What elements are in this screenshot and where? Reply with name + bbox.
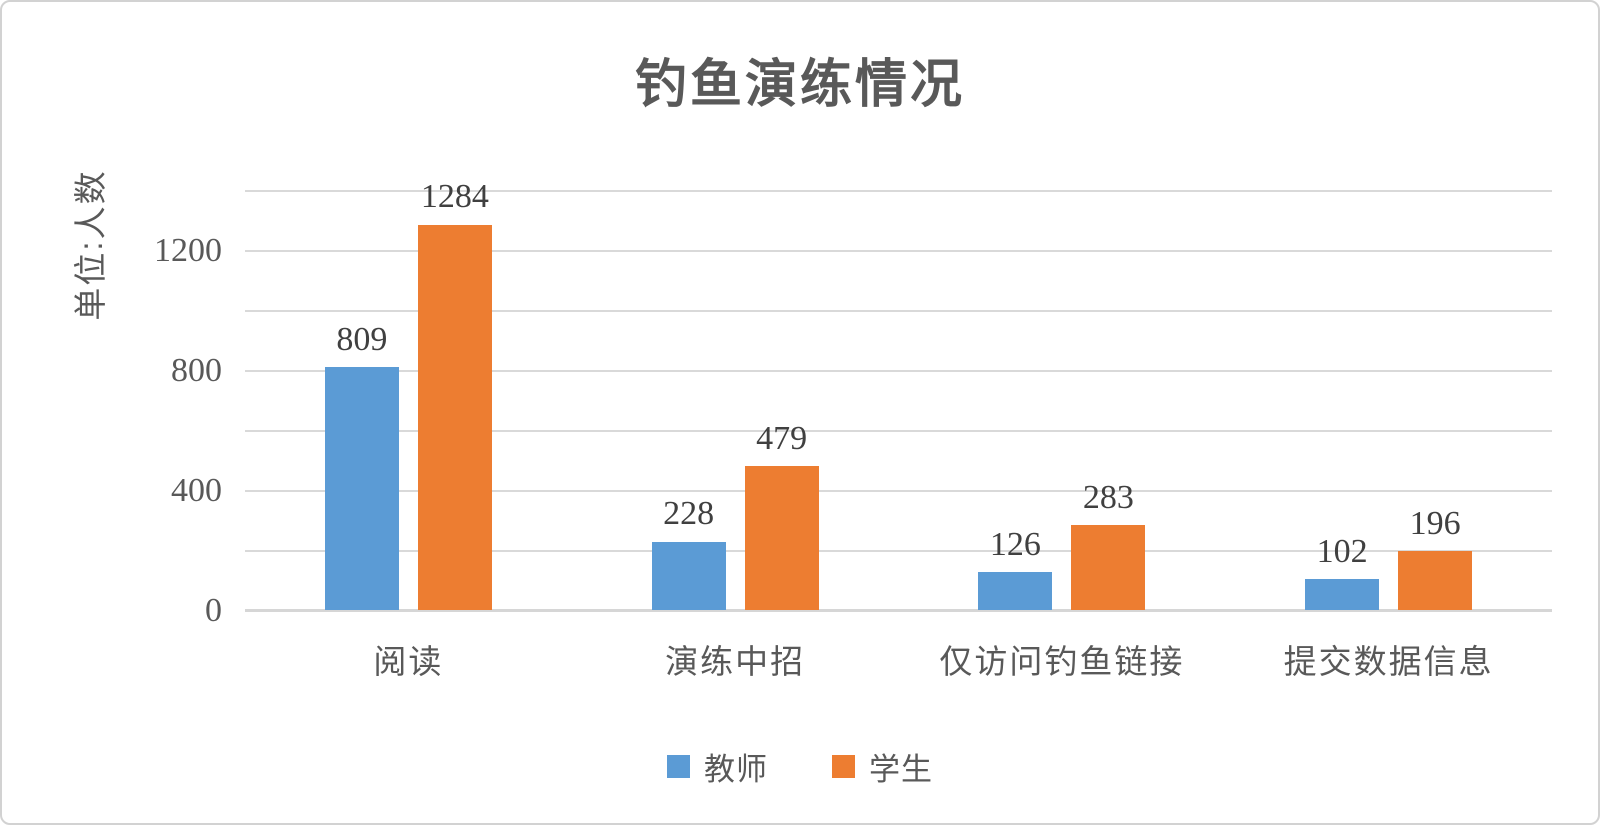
gridline: [245, 250, 1552, 252]
legend-swatch-icon: [832, 755, 855, 778]
category-label: 演练中招: [665, 643, 806, 680]
legend-label: 学生: [869, 752, 933, 787]
gridline: [245, 190, 1552, 192]
legend-item-0: 教师: [667, 744, 768, 789]
plot-area: 809 228 126 102 1284 479 283 196: [245, 178, 1552, 612]
bar-s0-c2: [978, 572, 1053, 610]
legend-label: 教师: [704, 752, 768, 787]
bar-s0-c1: [651, 541, 726, 610]
y-tick-label: 800: [171, 352, 222, 389]
gridline: [245, 430, 1552, 432]
bar-value-label: 809: [336, 320, 388, 358]
y-tick-label: 400: [171, 472, 222, 509]
bar-value-label: 196: [1409, 504, 1461, 542]
y-axis-title: 单位:人数: [72, 169, 109, 321]
y-tick-label: 0: [205, 592, 222, 629]
bar-value-label: 126: [989, 525, 1041, 563]
bar-s0-c3: [1305, 579, 1380, 610]
legend: 教师 学生: [2, 744, 1598, 789]
chart-title: 钓鱼演练情况: [634, 56, 965, 114]
x-axis-line: [245, 609, 1552, 612]
bar-s1-c0: [417, 224, 492, 610]
category-label: 提交数据信息: [1283, 643, 1494, 680]
bar-value-label: 479: [756, 419, 808, 457]
bar-value-label: 102: [1316, 533, 1368, 571]
gridline: [245, 370, 1552, 372]
y-tick-label: 1200: [154, 232, 222, 269]
gridline: [245, 310, 1552, 312]
bar-value-label: 1284: [420, 178, 489, 216]
bar-s1-c2: [1071, 525, 1146, 610]
category-label: 阅读: [373, 643, 444, 680]
gridline: [245, 490, 1552, 492]
gridline: [245, 550, 1552, 552]
legend-swatch-icon: [667, 755, 690, 778]
bar-s1-c3: [1398, 551, 1473, 610]
bar-value-label: 283: [1082, 478, 1134, 516]
bar-s0-c0: [324, 367, 399, 610]
bar-value-label: 228: [663, 495, 715, 533]
bar-s1-c1: [744, 466, 819, 610]
category-label: 仅访问钓鱼链接: [939, 643, 1185, 680]
legend-item-1: 学生: [832, 744, 933, 789]
